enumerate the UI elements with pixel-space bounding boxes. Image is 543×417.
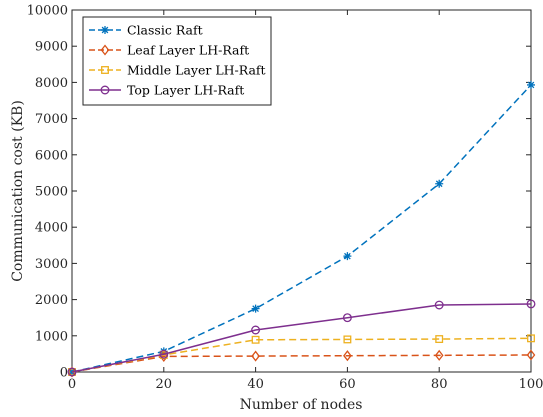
data-point	[251, 304, 260, 313]
series-line	[71, 354, 532, 373]
legend-label: Top Layer LH-Raft	[127, 83, 244, 98]
y-tick-label: 0	[60, 366, 68, 381]
data-point	[435, 179, 444, 188]
legend-label: Leaf Layer LH-Raft	[127, 43, 249, 58]
data-point	[159, 349, 169, 359]
series-line	[71, 303, 532, 373]
series-line	[71, 84, 532, 373]
x-tick-label: 60	[339, 377, 356, 392]
data-point	[434, 349, 444, 361]
y-tick-label: 5000	[35, 185, 68, 200]
series-3	[67, 299, 536, 377]
data-point	[67, 367, 77, 377]
x-tick-label: 0	[68, 377, 76, 392]
y-tick-label: 7000	[35, 112, 68, 127]
data-point	[343, 335, 352, 344]
x-tick-label: 20	[156, 377, 173, 392]
y-tick-label: 9000	[35, 40, 68, 55]
data-point	[251, 350, 260, 362]
legend-item: Leaf Layer LH-Raft	[89, 43, 249, 58]
x-tick-label: 80	[431, 377, 448, 392]
y-tick-label: 6000	[35, 148, 68, 163]
data-point	[251, 325, 261, 335]
data-point	[434, 300, 444, 310]
legend-label: Classic Raft	[127, 23, 203, 38]
legend-marker	[100, 85, 110, 95]
data-point	[435, 335, 444, 344]
y-tick-label: 4000	[35, 221, 68, 236]
data-point	[67, 366, 77, 378]
data-point	[251, 335, 260, 344]
data-point	[526, 349, 536, 361]
y-axis-label: Communication cost (KB)	[10, 100, 26, 282]
y-tick-label: 10000	[27, 4, 68, 19]
y-tick-label: 3000	[35, 257, 68, 272]
data-point	[526, 299, 536, 309]
series-1	[67, 349, 536, 378]
legend-item: Top Layer LH-Raft	[89, 83, 244, 98]
legend: Classic Raft Leaf Layer LH-Raft Middle Lay…	[82, 16, 272, 106]
x-tick-label: 40	[247, 377, 264, 392]
y-tick-label: 2000	[35, 293, 68, 308]
data-point	[342, 313, 352, 323]
data-point	[527, 334, 535, 343]
legend-marker	[101, 66, 109, 74]
legend-label: Middle Layer LH-Raft	[127, 63, 266, 78]
y-tick-label: 1000	[35, 329, 68, 344]
x-tick-label: 100	[519, 377, 543, 392]
legend-item: Middle Layer LH-Raft	[89, 63, 266, 78]
y-tick-label: 8000	[35, 76, 68, 91]
data-point	[343, 252, 352, 261]
axis-ticks: 0 20 40 60 80 1000100020003000400050006000700…	[27, 4, 543, 393]
legend-marker	[100, 44, 110, 56]
legend-item: Classic Raft	[89, 23, 203, 38]
legend-marker	[101, 26, 109, 34]
x-axis-label: Number of nodes	[240, 397, 363, 413]
data-point	[527, 80, 535, 89]
series-layer	[67, 80, 536, 378]
data-point	[343, 350, 352, 362]
